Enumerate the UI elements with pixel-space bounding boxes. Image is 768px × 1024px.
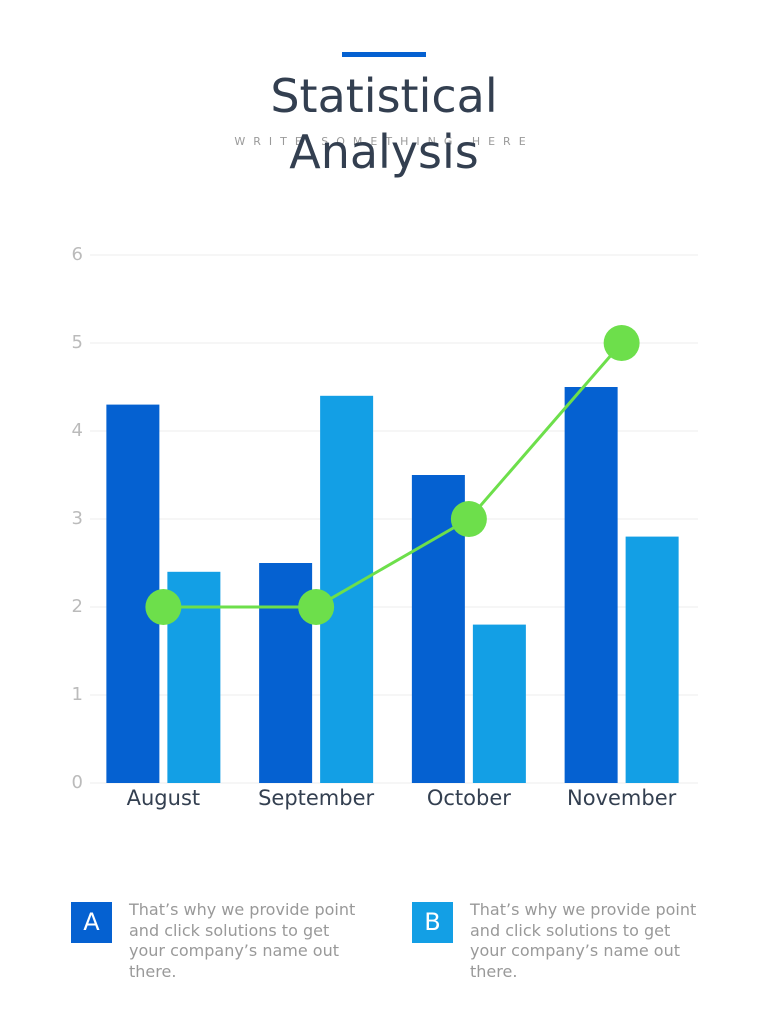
y-tick-label: 1	[72, 684, 83, 705]
line-point	[298, 589, 335, 625]
x-tick-label: October	[427, 786, 511, 810]
bar	[106, 404, 160, 783]
accent-bar	[342, 52, 426, 57]
title: Statistical Analysis	[270, 69, 498, 179]
y-tick-label: 6	[72, 244, 83, 265]
y-tick-label: 4	[72, 420, 83, 441]
line-point	[603, 325, 640, 361]
x-tick-label: August	[127, 786, 201, 810]
line-point	[145, 589, 182, 625]
subtitle: WRITE SOMETHING HERE	[234, 135, 534, 148]
y-tick-label: 5	[72, 332, 83, 353]
legend-swatch: B	[412, 902, 453, 943]
y-tick-label: 0	[72, 772, 83, 793]
x-tick-label: September	[258, 786, 374, 810]
bar	[564, 387, 618, 783]
legend-swatch: A	[71, 902, 112, 943]
x-tick-label: November	[567, 786, 677, 810]
y-tick-label: 2	[72, 596, 83, 617]
y-tick-label: 3	[72, 508, 83, 529]
bar	[472, 624, 526, 783]
bar	[625, 536, 679, 783]
legend-text: That’s why we provide point and click so…	[470, 900, 697, 981]
line-point	[450, 501, 487, 537]
legend-text: That’s why we provide point and click so…	[129, 900, 356, 981]
line	[163, 342, 623, 609]
